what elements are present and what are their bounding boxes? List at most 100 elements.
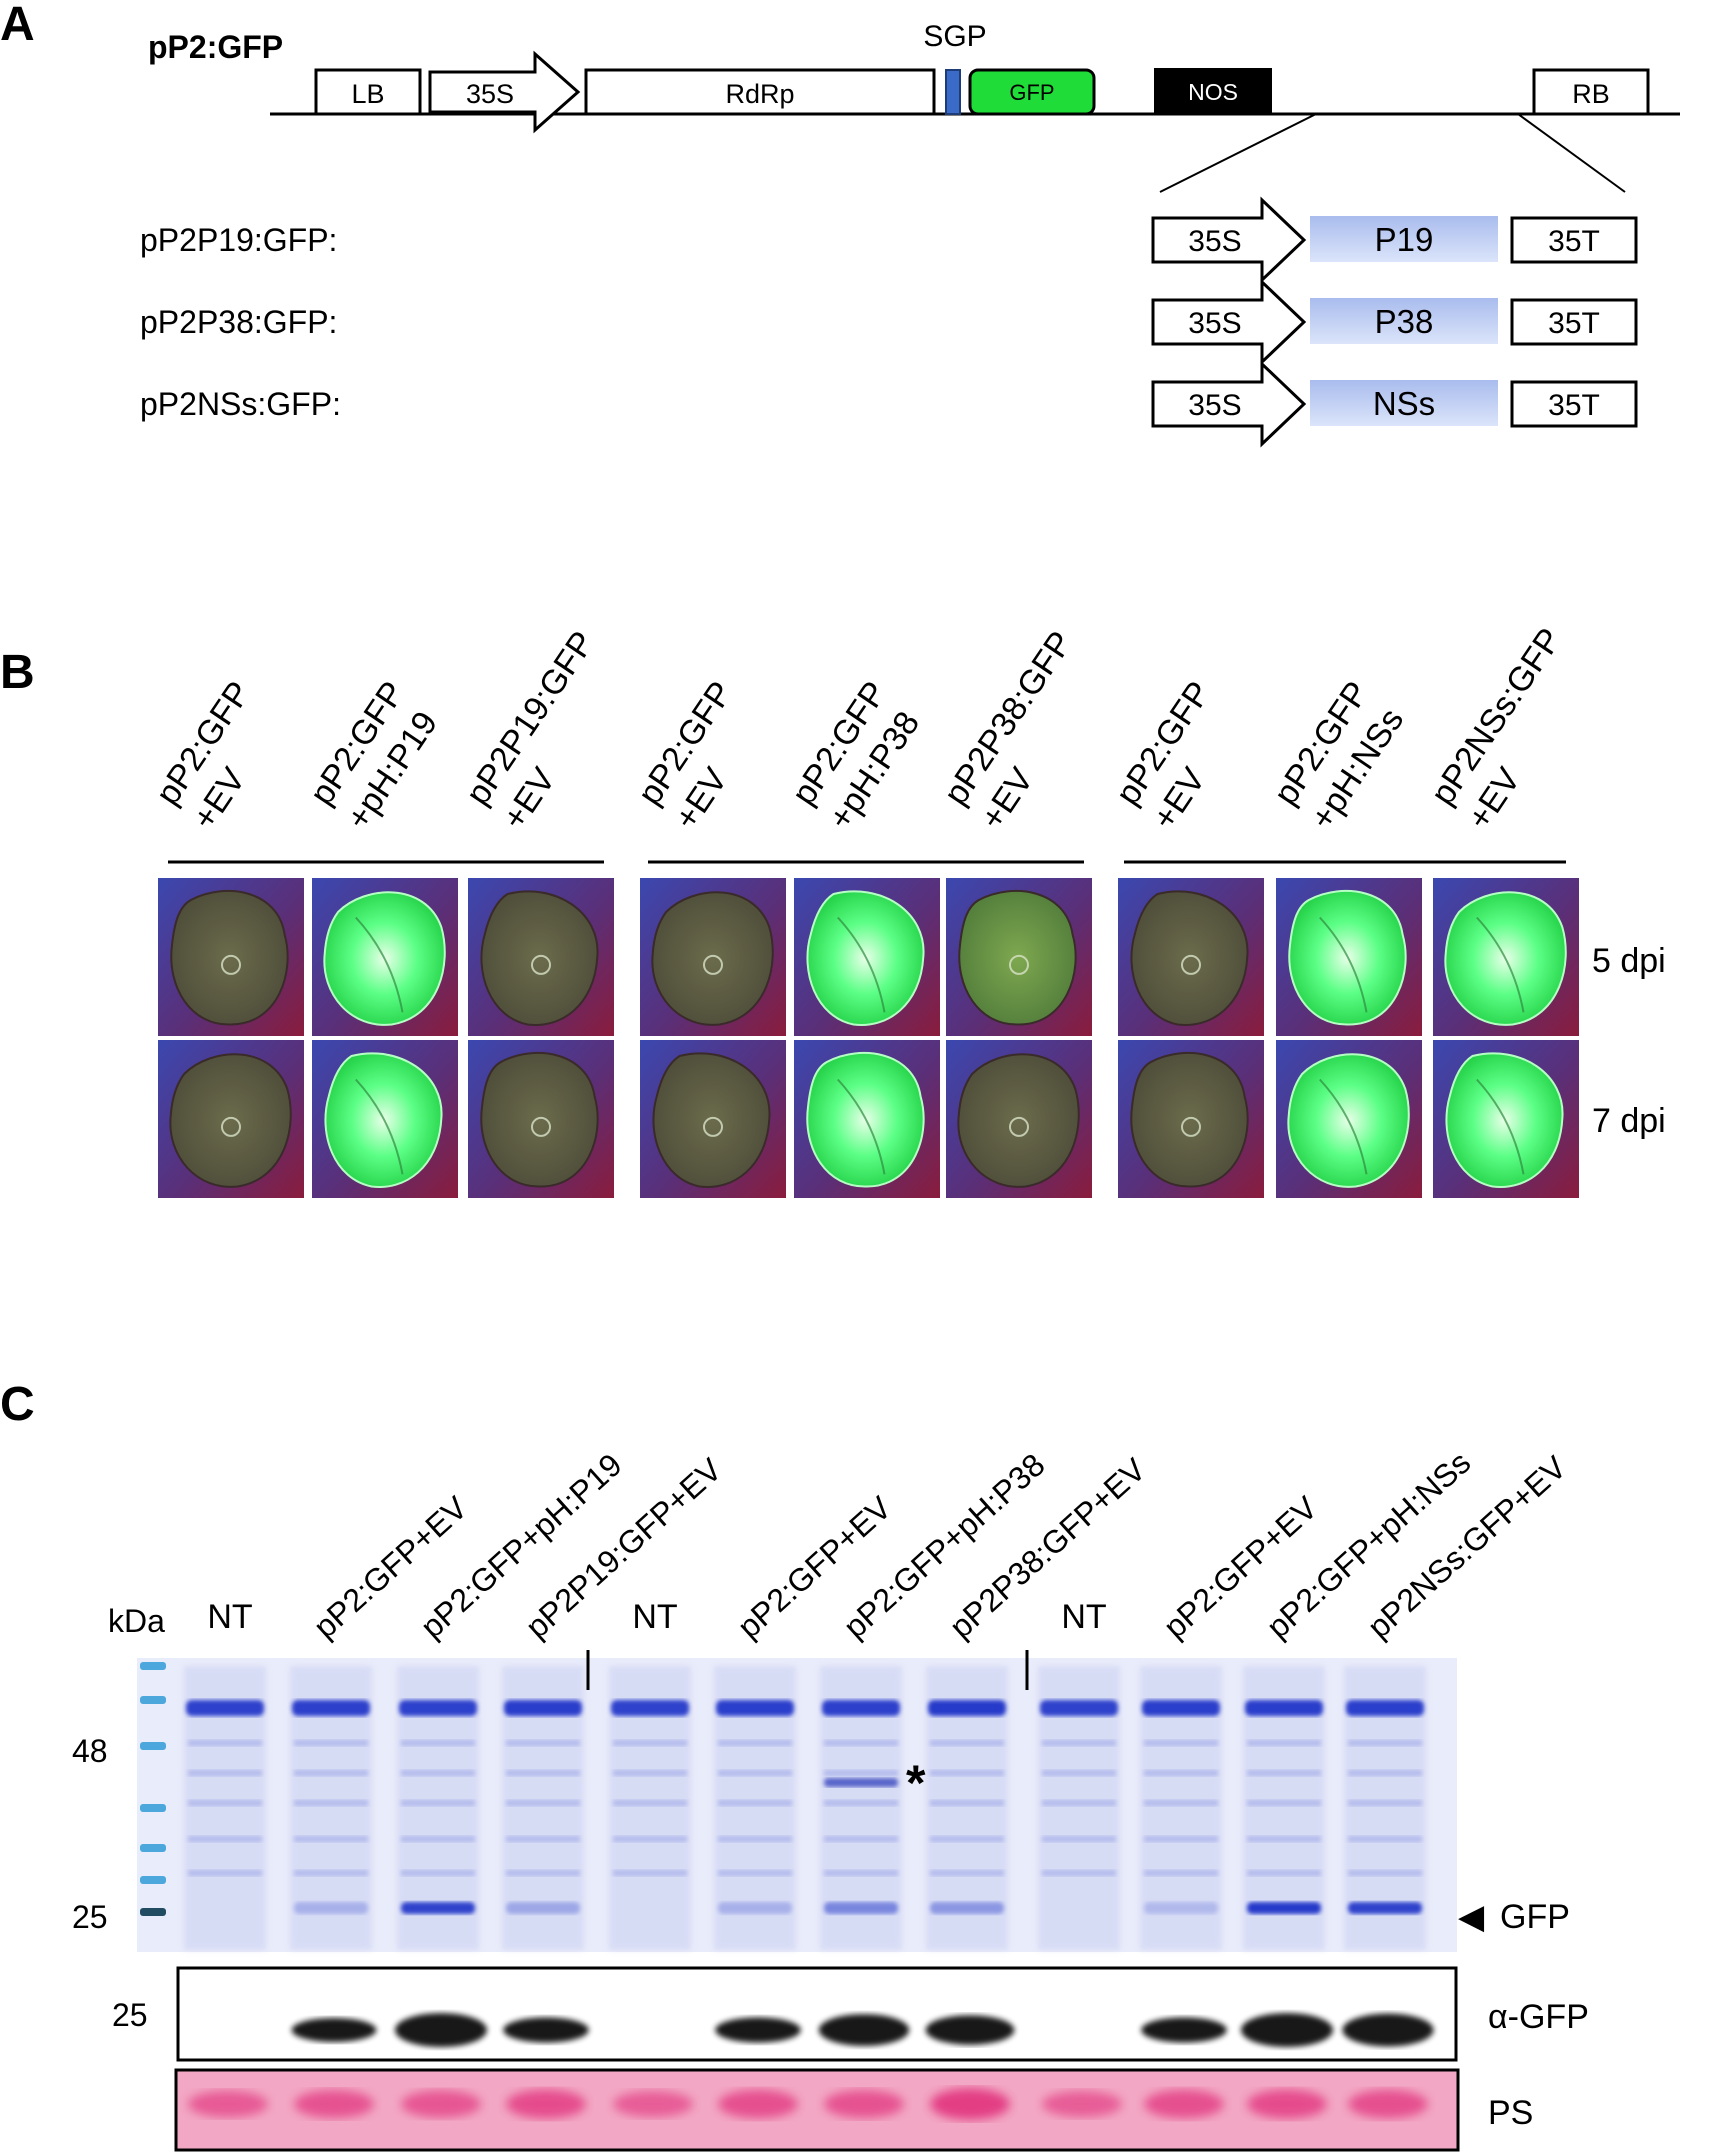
gene-label: P19	[1375, 221, 1434, 258]
panel-b-sample-labels: pP2:GFP+EV pP2:GFP+pH:P19 pP2P19:GFP+EV pP2…	[149, 621, 1570, 864]
wb-marker-25-label: 25	[112, 1997, 148, 2033]
ponceau-stain-frame	[174, 2068, 1460, 2152]
leaf-dim	[169, 1053, 292, 1188]
wb-gfp-band	[1141, 2017, 1227, 2043]
terminator-label: 35T	[1548, 389, 1600, 422]
rubisco-band	[186, 1700, 264, 1716]
wb-gfp-band	[503, 2017, 589, 2043]
leaf-image	[1118, 1040, 1264, 1198]
ps-label: PS	[1488, 2094, 1533, 2132]
leaf-image	[1276, 1040, 1422, 1198]
construct-name: pP2P38:GFP:	[140, 304, 337, 340]
asterisk-band	[824, 1778, 898, 1787]
leaf-image	[946, 1040, 1092, 1198]
gfp-band	[294, 1902, 368, 1914]
leaf-image	[468, 1040, 614, 1198]
leaf-image	[946, 878, 1092, 1036]
rubisco-band	[1040, 1700, 1118, 1716]
ps-band	[718, 2089, 798, 2119]
sample-label: pP2:GFP+pH:NSs	[1267, 675, 1412, 837]
gel-lane	[1140, 1666, 1222, 1950]
insertion-line-right	[1517, 113, 1626, 193]
leaf-moderate	[958, 889, 1077, 1026]
sample-label: pP2:GFP+pH:P38	[785, 675, 928, 837]
sample-label: pP2:GFP+EV	[1109, 675, 1219, 837]
ladder-band	[140, 1804, 166, 1812]
gene-box: P19	[1310, 216, 1498, 262]
lane-label-nt: NT	[632, 1598, 677, 1636]
rubisco-band	[399, 1700, 477, 1716]
lane-label-nt: NT	[207, 1598, 252, 1636]
gene-label: P38	[1375, 303, 1434, 340]
ladder-band	[140, 1844, 166, 1852]
leaf-dim	[1130, 1051, 1249, 1188]
sample-label: pP2P38:GFP+EV	[937, 625, 1081, 837]
leaf-image	[1433, 1040, 1579, 1198]
wb-gfp-band	[1342, 2013, 1434, 2047]
panel-c: C NT pP2:GFP+EVpP2:GFP+pH:P19pP2P19:GFP+E…	[0, 1378, 1589, 2152]
ps-band	[401, 2090, 481, 2118]
construct-rows: pP2P19:GFP: 35S P19 35T pP2P38:GFP: 35S P38 35T…	[140, 196, 1638, 448]
sample-label: pP2:GFP+EV	[631, 675, 741, 837]
sgp-box	[945, 69, 961, 115]
ps-band	[506, 2089, 586, 2119]
leaf-image	[640, 878, 786, 1036]
terminator-box: 35T	[1510, 380, 1638, 428]
gene-box: NSs	[1310, 380, 1498, 426]
timepoint-7dpi: 7 dpi	[1592, 1102, 1666, 1140]
rubisco-band	[504, 1700, 582, 1716]
marker-48-label: 48	[72, 1733, 108, 1769]
panel-b-leaf-images	[158, 878, 1579, 1198]
promoter-label: 35S	[1188, 307, 1241, 340]
leaf-image	[158, 1040, 304, 1198]
sample-label: pP2:GFP+pH:P19	[303, 675, 446, 837]
leaf-image	[158, 878, 304, 1036]
panel-a: A pP2:GFP SGP LB 35S RdRp GFP NOS RB	[0, 0, 1680, 448]
western-blot-bands	[291, 2013, 1434, 2047]
rdrp-box: RdRp	[584, 68, 936, 116]
panel-c-lane-labels: NT pP2:GFP+EVpP2:GFP+pH:P19pP2P19:GFP+EVN…	[207, 1444, 1573, 1645]
gfp-band	[506, 1902, 580, 1914]
leaf-image	[794, 878, 940, 1036]
wb-gfp-band	[715, 2017, 801, 2043]
construct-row: pP2P38:GFP: 35S P38 35T	[140, 278, 1638, 366]
lane-label: pP2P19:GFP+EV	[519, 1451, 729, 1645]
gel-lane	[290, 1666, 372, 1950]
gfp-band	[824, 1902, 898, 1914]
gene-label: NSs	[1373, 385, 1435, 422]
gene-box: P38	[1310, 298, 1498, 344]
rubisco-band	[716, 1700, 794, 1716]
promoter-35s-arrow: 35S	[1151, 278, 1307, 366]
wb-gfp-band	[925, 2015, 1015, 2045]
gel-lane	[1344, 1666, 1426, 1950]
sample-label: pP2NSs:GFP+EV	[1424, 621, 1570, 836]
leaf-dim	[957, 1053, 1080, 1188]
leaf-dim	[480, 1051, 599, 1188]
wb-gfp-band	[818, 2014, 910, 2046]
gel-lane	[820, 1666, 902, 1950]
lb-label: LB	[351, 79, 384, 109]
leaf-image	[1118, 878, 1264, 1036]
gel-lane	[184, 1666, 266, 1950]
lb-box: LB	[314, 68, 422, 116]
ps-band	[613, 2091, 693, 2117]
rubisco-band	[1245, 1700, 1323, 1716]
ladder-band	[140, 1696, 166, 1704]
ladder-band	[140, 1742, 166, 1750]
gel-lane	[397, 1666, 479, 1950]
terminator-label: 35T	[1548, 307, 1600, 340]
gfp-box-label: GFP	[1009, 80, 1054, 105]
leaf-dim	[652, 1052, 771, 1189]
leaf-dim	[170, 889, 289, 1026]
promoter-35s-arrow: 35S	[1151, 360, 1307, 448]
sample-label: pP2:GFP+EV	[149, 675, 259, 837]
panel-b: B pP2:GFP+EV pP2:GFP+pH:P19 pP2P19:GFP+EV p…	[0, 621, 1666, 1198]
marker-25-label: 25	[72, 1899, 108, 1935]
lane-label: pP2P38:GFP+EV	[943, 1451, 1153, 1645]
rb-label: RB	[1572, 79, 1610, 109]
insertion-line-left	[1159, 113, 1317, 193]
rubisco-band	[611, 1700, 689, 1716]
rubisco-band	[1142, 1700, 1220, 1716]
panel-a-label: A	[0, 0, 35, 51]
gfp-band	[1348, 1902, 1422, 1914]
